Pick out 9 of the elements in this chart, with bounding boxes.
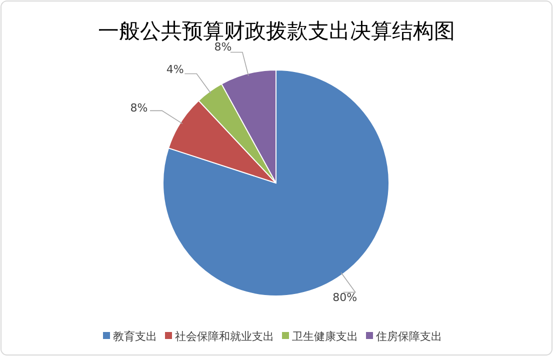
data-label: 4% — [166, 62, 184, 76]
legend-label: 卫生健康支出 — [292, 330, 358, 343]
legend-label: 住房保障支出 — [376, 330, 442, 343]
legend-label: 教育支出 — [113, 330, 157, 343]
data-label: 8% — [214, 40, 232, 54]
legend-label: 社会保障和就业支出 — [175, 330, 274, 343]
data-label: 80% — [332, 291, 358, 304]
data-label: 8% — [130, 101, 148, 114]
chart-title: 一般公共预算财政拨款支出决算结构图 — [98, 19, 455, 43]
